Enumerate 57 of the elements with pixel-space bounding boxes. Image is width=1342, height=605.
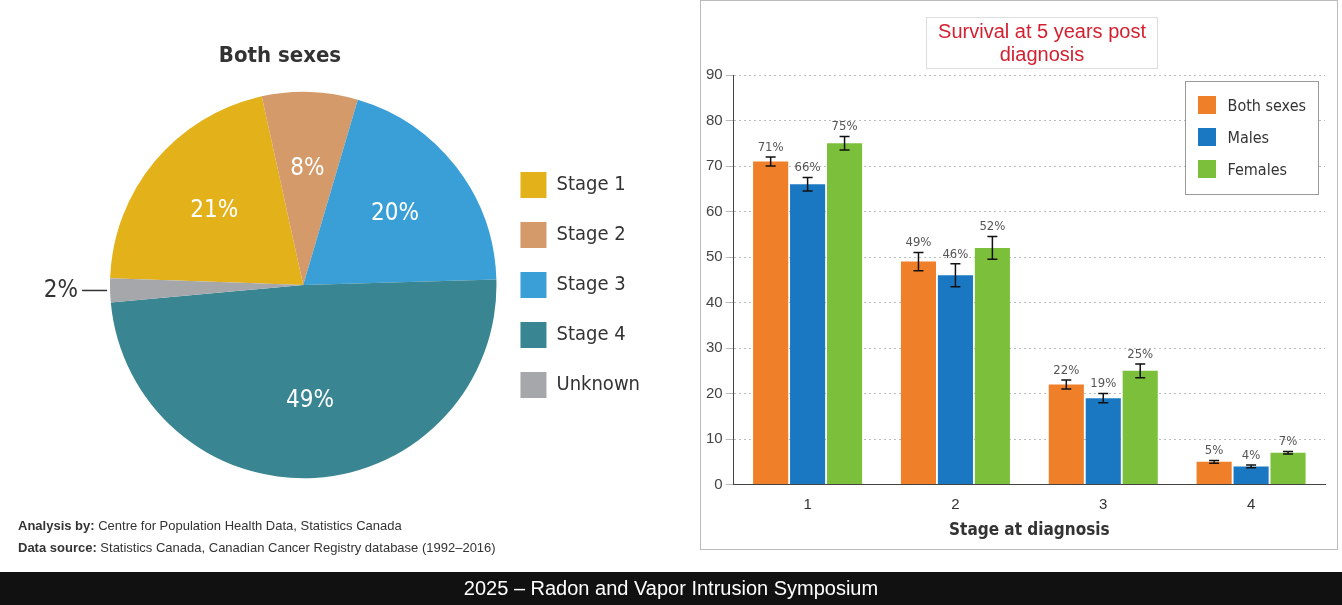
bar	[1048, 384, 1084, 485]
bar	[937, 275, 973, 485]
bar	[1270, 452, 1306, 485]
y-tick-label: 0	[714, 474, 723, 492]
x-tick-label: 4	[1246, 494, 1256, 512]
x-tick-label: 1	[803, 494, 812, 512]
data-label: 25%	[1127, 345, 1154, 361]
y-tick-label: 30	[706, 338, 723, 356]
legend-label: Both sexes	[1227, 96, 1306, 115]
data-label: 5%	[1204, 442, 1224, 458]
chart-title: Survival at 5 years post diagnosis	[926, 17, 1158, 69]
data-label: 71%	[757, 138, 784, 154]
data-label: 20%	[371, 198, 420, 227]
bar	[1085, 398, 1121, 485]
legend-label: Unknown	[556, 371, 641, 396]
chart-title: Both sexes	[217, 42, 343, 67]
data-label: 46%	[942, 245, 969, 261]
data-label: 4%	[1241, 446, 1261, 462]
y-tick-label: 40	[706, 292, 723, 310]
text: Analysis by: Centre for Population Health Data, Statistics Canada	[18, 517, 403, 535]
legend-label: Stage 4	[556, 321, 626, 346]
y-tick-label: 50	[706, 247, 723, 265]
y-tick-label: 70	[706, 156, 723, 174]
bar	[753, 161, 789, 485]
data-label: 49%	[286, 384, 335, 413]
source-note: Data source: Statistics Canada, Canadian Cancer Registry database (1992–2016)	[18, 539, 496, 557]
bar	[790, 184, 826, 485]
data-label: 66%	[794, 159, 821, 175]
data-label: 19%	[1090, 375, 1117, 391]
legend-label: Males	[1227, 128, 1270, 147]
bar	[1196, 461, 1232, 485]
data-label: 7%	[1278, 433, 1298, 449]
text: 2025 – Radon and Vapor Intrusion Symposium	[0, 572, 1342, 605]
data-label: 75%	[831, 118, 858, 134]
y-tick-label: 20	[706, 383, 723, 401]
x-tick-label: 3	[1099, 494, 1108, 512]
legend-label: Females	[1227, 160, 1287, 179]
x-axis-title: Stage at diagnosis	[949, 519, 1110, 540]
data-label: 52%	[979, 218, 1006, 234]
x-tick-label: 2	[951, 494, 960, 512]
data-label: 21%	[190, 195, 239, 224]
data-label: 49%	[905, 234, 932, 250]
bar	[827, 143, 863, 485]
legend-label: Stage 1	[556, 171, 626, 196]
y-tick-label: 60	[706, 201, 723, 219]
data-label: 22%	[1053, 361, 1080, 377]
y-tick-label: 10	[706, 429, 723, 447]
legend-label: Stage 3	[556, 271, 626, 296]
y-tick-label: 80	[706, 110, 723, 128]
data-label: 8%	[290, 153, 325, 182]
bar	[974, 247, 1010, 485]
data-label: 2%	[43, 274, 79, 303]
bar	[900, 261, 937, 485]
y-tick-label: 90	[706, 65, 723, 83]
legend-label: Stage 2	[556, 221, 626, 246]
bar	[1122, 370, 1158, 485]
bar	[1233, 466, 1269, 485]
